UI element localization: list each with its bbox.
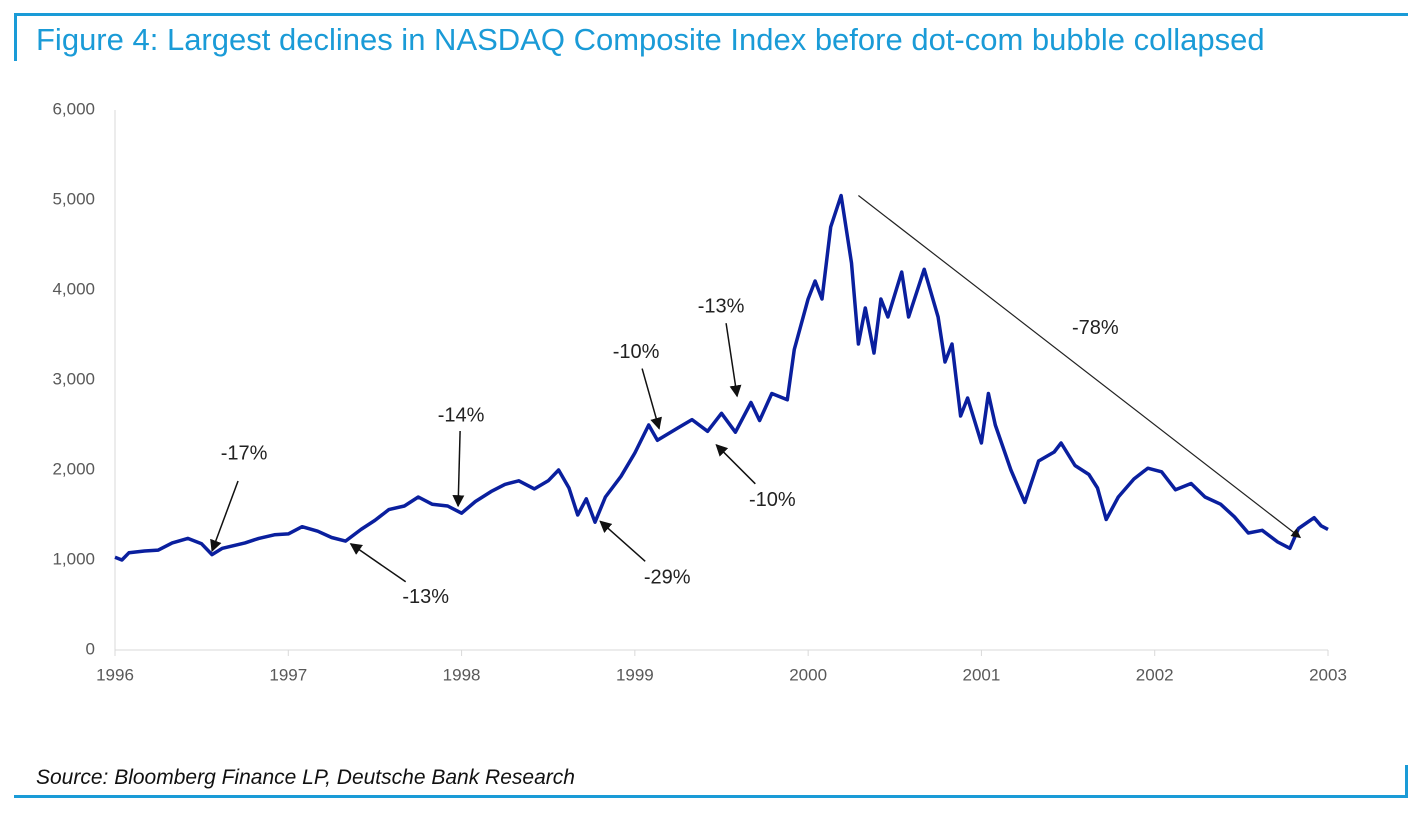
source-note: Source: Bloomberg Finance LP, Deutsche B… bbox=[36, 766, 575, 789]
chart-title: Figure 4: Largest declines in NASDAQ Com… bbox=[36, 22, 1265, 57]
y-tick-label: 3,000 bbox=[52, 369, 95, 388]
index-line bbox=[114, 193, 1329, 562]
y-tick-label: 6,000 bbox=[52, 99, 95, 118]
annotation-label: -10% bbox=[613, 341, 660, 363]
y-tick-label: 5,000 bbox=[52, 189, 95, 208]
bottom-rule bbox=[14, 795, 1408, 798]
annotation-line bbox=[858, 195, 1302, 539]
y-tick-label: 2,000 bbox=[52, 459, 95, 478]
annotation-arrow bbox=[715, 443, 756, 485]
annotation-arrow bbox=[599, 520, 646, 562]
x-tick-label: 1998 bbox=[443, 665, 481, 684]
x-tick-label: 1999 bbox=[616, 665, 654, 684]
y-tick-label: 1,000 bbox=[52, 549, 95, 568]
annotation-label: -14% bbox=[438, 404, 485, 426]
y-tick-label: 4,000 bbox=[52, 279, 95, 298]
x-tick-label: 2002 bbox=[1136, 665, 1174, 684]
annotation-label: -13% bbox=[402, 586, 449, 608]
annotation-label: -78% bbox=[1072, 317, 1119, 339]
y-tick-label: 0 bbox=[86, 639, 95, 658]
annotation-arrow bbox=[452, 430, 465, 508]
x-tick-label: 2000 bbox=[789, 665, 827, 684]
annotation-arrow bbox=[725, 323, 742, 398]
annotation-label: -13% bbox=[698, 295, 745, 317]
top-rule bbox=[14, 13, 1408, 16]
x-tick-label: 1997 bbox=[269, 665, 307, 684]
title-bar bbox=[14, 13, 17, 61]
x-tick-label: 2001 bbox=[963, 665, 1001, 684]
annotation-arrow bbox=[210, 480, 239, 553]
x-tick-label: 1996 bbox=[96, 665, 134, 684]
x-tick-label: 2003 bbox=[1309, 665, 1347, 684]
annotation-arrow bbox=[349, 543, 407, 583]
annotation-label: -10% bbox=[749, 489, 796, 511]
source-bar bbox=[1405, 765, 1408, 798]
annotation-label: -29% bbox=[644, 567, 691, 589]
annotation-label: -17% bbox=[221, 442, 268, 464]
annotation-arrow bbox=[641, 368, 662, 430]
